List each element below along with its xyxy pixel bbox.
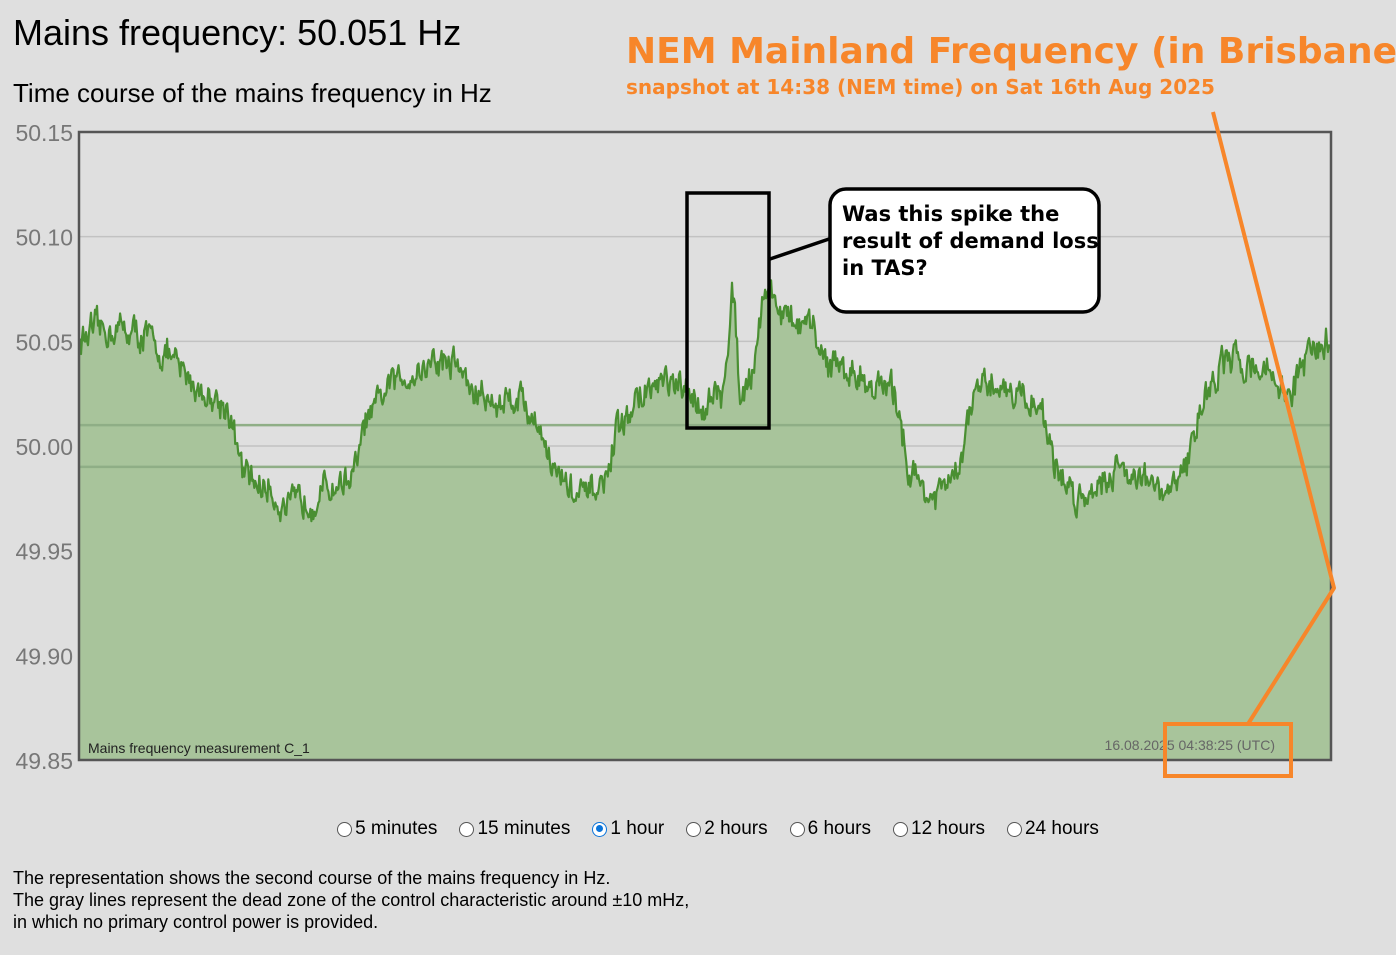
range-option[interactable]: 2 hours (686, 818, 768, 840)
callout-text-line: result of demand loss (842, 229, 1099, 253)
range-option-label: 12 hours (911, 818, 985, 839)
chart-subtitle: Time course of the mains frequency in Hz (13, 78, 492, 108)
range-option-label: 5 minutes (355, 818, 438, 839)
range-option-label: 2 hours (704, 818, 768, 839)
description-line-1: The representation shows the second cour… (13, 868, 611, 888)
timestamp-label: 16.08.2025 04:38:25 (UTC) (1105, 737, 1275, 753)
range-option-label: 24 hours (1024, 818, 1099, 839)
range-option-label: 1 hour (610, 818, 665, 839)
series-label: Mains frequency measurement C_1 (88, 740, 310, 756)
y-tick-label: 49.90 (15, 643, 73, 669)
radio-button[interactable] (1006, 821, 1022, 837)
range-option[interactable]: 6 hours (789, 818, 872, 840)
callout-text-line: Was this spike the (842, 202, 1059, 226)
range-option[interactable]: 24 hours (1006, 818, 1099, 840)
time-range-selector: 5 minutes 15 minutes 1 hour 2 hours 6 hours 1… (0, 814, 1396, 844)
range-option-label: 6 hours (807, 818, 872, 839)
description-line-2: The gray lines represent the dead zone o… (13, 890, 690, 910)
y-tick-label: 50.10 (15, 225, 73, 251)
frequency-line (77, 279, 1333, 523)
radio-button[interactable] (893, 821, 909, 837)
y-tick-label: 49.95 (15, 539, 73, 565)
spike-highlight-box (685, 191, 771, 430)
y-tick-label: 49.85 (15, 748, 73, 774)
range-option-label: 15 minutes (477, 818, 571, 839)
radio-button[interactable] (337, 821, 353, 837)
y-tick-label: 50.15 (15, 120, 73, 146)
callout-pointer (769, 236, 833, 261)
y-tick-label: 50.05 (15, 329, 73, 355)
overlay-subtitle: snapshot at 14:38 (NEM time) on Sat 16th… (626, 75, 1215, 99)
radio-button[interactable] (592, 821, 608, 837)
range-option[interactable]: 5 minutes (337, 818, 437, 840)
overlay-title: NEM Mainland Frequency (in Brisbane) (626, 31, 1396, 72)
range-option[interactable]: 1 hour (592, 818, 664, 840)
page-title: Mains frequency: 50.051 Hz (13, 12, 462, 53)
timestamp-highlight-box (1163, 722, 1293, 778)
chart-description: The representation shows the second cour… (13, 867, 689, 933)
radio-button[interactable] (459, 821, 475, 837)
y-tick-label: 50.00 (15, 434, 73, 460)
plot-frame (77, 130, 1333, 762)
range-option[interactable]: 12 hours (893, 818, 985, 840)
range-option[interactable]: 15 minutes (459, 818, 570, 840)
radio-button[interactable] (789, 821, 805, 837)
radio-button[interactable] (686, 821, 702, 837)
frequency-area (79, 280, 1331, 760)
connector-line (1211, 111, 1336, 726)
callout-bubble (828, 187, 1101, 314)
description-line-3: in which no primary control power is pro… (13, 912, 379, 932)
callout-text-line: in TAS? (842, 256, 928, 280)
